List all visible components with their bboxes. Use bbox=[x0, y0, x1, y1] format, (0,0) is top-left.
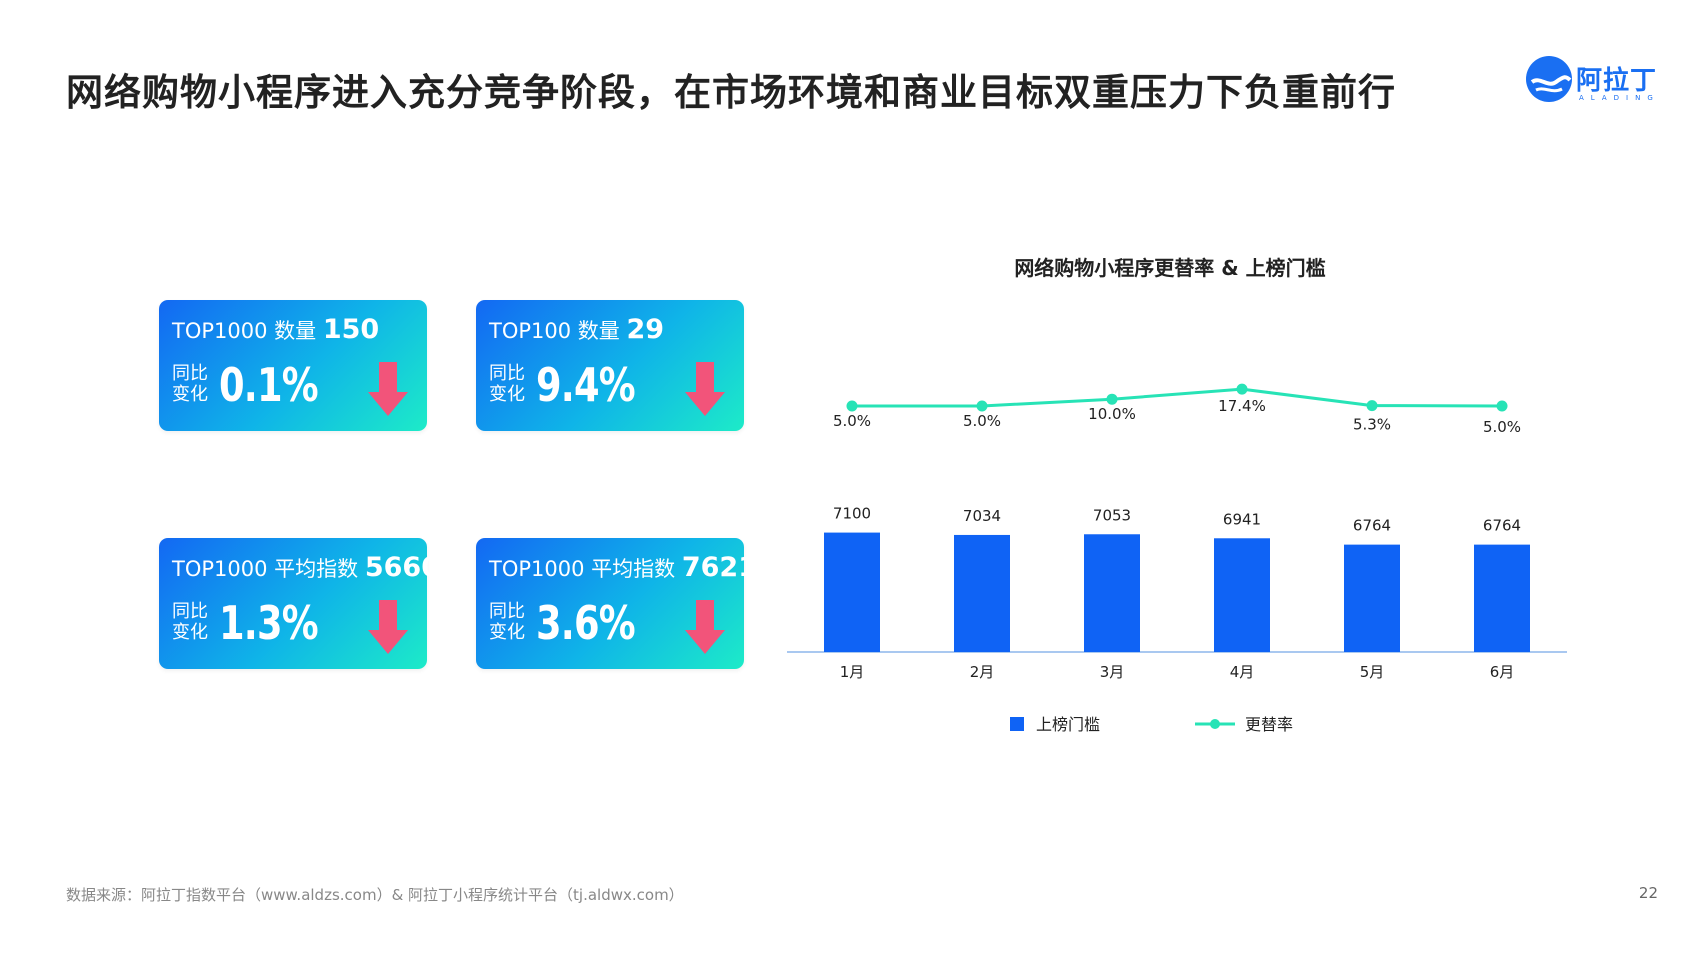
bar-value-label: 6941 bbox=[1223, 510, 1261, 528]
brand-logo: 阿拉丁 ALADING bbox=[1526, 56, 1666, 106]
bar-threshold bbox=[1214, 538, 1270, 652]
kpi-metric: TOP1000 平均指数 7621 bbox=[489, 552, 757, 583]
x-tick-label: 3月 bbox=[1100, 663, 1125, 681]
down-arrow-icon bbox=[685, 362, 725, 416]
kpi-yoy-label: 同比 变化 bbox=[489, 601, 525, 643]
bar-value-label: 7100 bbox=[833, 505, 871, 523]
kpi-yoy-label: 同比 变化 bbox=[172, 363, 208, 405]
bar-threshold bbox=[954, 534, 1010, 652]
kpi-yoy-label: 同比 变化 bbox=[172, 601, 208, 643]
bar-threshold bbox=[1084, 534, 1140, 652]
line-point bbox=[976, 400, 988, 412]
down-arrow-icon bbox=[685, 600, 725, 654]
bar-value-label: 7034 bbox=[963, 507, 1001, 525]
line-point bbox=[1366, 400, 1378, 412]
page-title: 网络购物小程序进入充分竞争阶段，在市场环境和商业目标双重压力下负重前行 bbox=[66, 71, 1396, 114]
line-point bbox=[846, 400, 858, 412]
bar-threshold bbox=[1344, 544, 1400, 652]
kpi-card: TOP1000 平均指数 7621 同比 变化 3.6% bbox=[476, 538, 757, 669]
line-point bbox=[1236, 383, 1248, 395]
logo-icon bbox=[1526, 56, 1572, 102]
x-tick-label: 2月 bbox=[970, 663, 995, 681]
chart-title: 网络购物小程序更替率 & 上榜门槛 bbox=[1014, 256, 1326, 280]
line-value-label: 10.0% bbox=[1088, 405, 1136, 423]
data-source: 数据来源：阿拉丁指数平台（www.aldzs.com）& 阿拉丁小程序统计平台（… bbox=[66, 886, 684, 904]
line-value-label: 17.4% bbox=[1218, 397, 1266, 415]
x-tick-label: 5月 bbox=[1360, 663, 1385, 681]
kpi-change-value: 0.1% bbox=[219, 358, 319, 412]
x-tick-label: 4月 bbox=[1230, 663, 1255, 681]
kpi-card: TOP1000 平均指数 5660 同比 变化 1.3% bbox=[159, 538, 440, 669]
bar-value-label: 6764 bbox=[1483, 517, 1521, 535]
line-value-label: 5.0% bbox=[833, 412, 871, 430]
bar-value-label: 6764 bbox=[1353, 517, 1391, 535]
legend-swatch-bar bbox=[1010, 717, 1024, 731]
logo-subtext: ALADING bbox=[1579, 94, 1660, 102]
kpi-metric: TOP100 数量 29 bbox=[489, 314, 665, 345]
x-tick-label: 1月 bbox=[840, 663, 865, 681]
legend-label: 上榜门槛 bbox=[1036, 715, 1100, 734]
kpi-metric: TOP1000 数量 150 bbox=[172, 314, 380, 345]
page-number: 22 bbox=[1638, 884, 1658, 902]
legend-swatch-point bbox=[1210, 719, 1220, 729]
x-tick-label: 6月 bbox=[1490, 663, 1515, 681]
line-value-label: 5.0% bbox=[1483, 418, 1521, 436]
down-arrow-icon bbox=[368, 362, 408, 416]
down-arrow-icon bbox=[368, 600, 408, 654]
kpi-change-value: 1.3% bbox=[219, 596, 319, 650]
legend-label: 更替率 bbox=[1245, 715, 1293, 734]
kpi-card: TOP1000 数量 150 同比 变化 0.1% bbox=[159, 300, 427, 431]
line-point bbox=[1496, 400, 1508, 412]
line-point bbox=[1106, 393, 1118, 405]
line-turnover-rate bbox=[852, 387, 1503, 408]
kpi-change-value: 3.6% bbox=[536, 596, 636, 650]
logo-text: 阿拉丁 bbox=[1576, 66, 1658, 96]
kpi-card: TOP100 数量 29 同比 变化 9.4% bbox=[476, 300, 744, 431]
bar-value-label: 7053 bbox=[1093, 506, 1131, 524]
kpi-metric: TOP1000 平均指数 5660 bbox=[172, 552, 440, 583]
bar-threshold bbox=[1474, 544, 1530, 652]
kpi-yoy-label: 同比 变化 bbox=[489, 363, 525, 405]
kpi-change-value: 9.4% bbox=[536, 358, 636, 412]
line-value-label: 5.3% bbox=[1353, 416, 1391, 434]
line-value-label: 5.0% bbox=[963, 412, 1001, 430]
bar-threshold bbox=[824, 532, 880, 652]
